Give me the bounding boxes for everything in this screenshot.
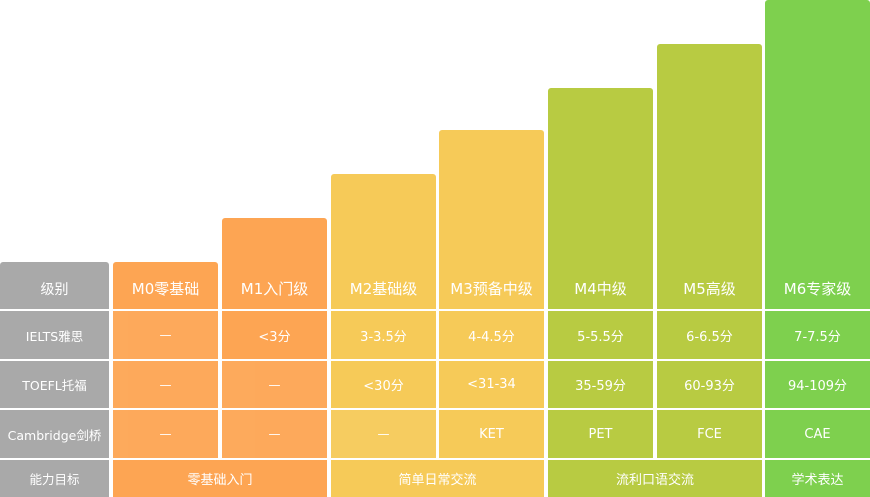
ielts-cell: 7-7.5分 — [765, 311, 870, 359]
ielts-cell: 5-5.5分 — [548, 311, 653, 359]
level-bar: M5高级 — [657, 44, 762, 309]
row-label: IELTS雅思 — [0, 311, 109, 359]
toefl-cell: 94-109分 — [765, 361, 870, 408]
ielts-cell: 4-4.5分 — [439, 311, 544, 359]
level-bar: M4中级 — [548, 88, 653, 309]
ielts-cell: 6-6.5分 — [657, 311, 762, 359]
cambridge-cell: KET — [439, 410, 544, 458]
level-bar: M2基础级 — [331, 174, 436, 309]
goal-cell: 学术表达 — [765, 460, 870, 497]
goal-cell: 零基础入门 — [113, 460, 327, 497]
toefl-cell: — — [113, 361, 218, 408]
cambridge-cell: PET — [548, 410, 653, 458]
toefl-cell: — — [222, 361, 327, 408]
ielts-cell: 3-3.5分 — [331, 311, 436, 359]
ielts-cell: — — [113, 311, 218, 359]
ielts-cell: <3分 — [222, 311, 327, 359]
cambridge-cell: FCE — [657, 410, 762, 458]
toefl-cell: <31-34 — [439, 361, 544, 408]
level-bar: M0零基础 — [113, 262, 218, 309]
row-label: Cambridge剑桥 — [0, 410, 109, 458]
cambridge-cell: CAE — [765, 410, 870, 458]
cambridge-cell: — — [222, 410, 327, 458]
toefl-cell: <30分 — [331, 361, 436, 408]
level-bar: M1入门级 — [222, 218, 327, 309]
cambridge-cell: — — [331, 410, 436, 458]
toefl-cell: 60-93分 — [657, 361, 762, 408]
cambridge-cell: — — [113, 410, 218, 458]
row-label: 级别 — [0, 262, 109, 309]
goal-cell: 简单日常交流 — [331, 460, 544, 497]
level-bar: M3预备中级 — [439, 130, 544, 309]
row-label: TOEFL托福 — [0, 361, 109, 408]
toefl-cell: 35-59分 — [548, 361, 653, 408]
row-label: 能力目标 — [0, 460, 109, 497]
level-bar: M6专家级 — [765, 0, 870, 309]
goal-cell: 流利口语交流 — [548, 460, 762, 497]
